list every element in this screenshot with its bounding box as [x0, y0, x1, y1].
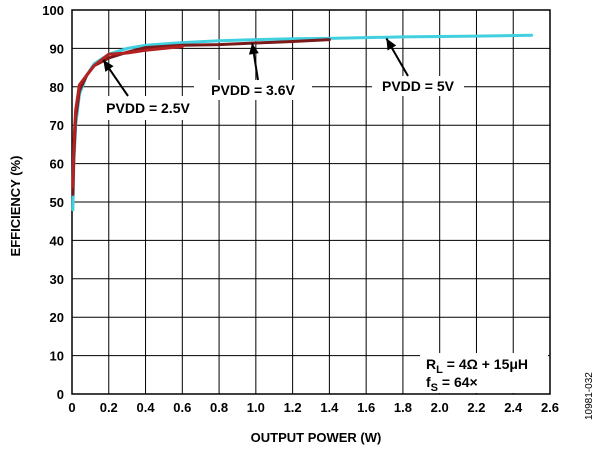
y-tick-label: 0 [57, 387, 64, 402]
x-tick-label: 0.8 [210, 400, 228, 415]
x-tick-labels: 0 0.2 0.4 0.6 0.8 1.0 1.2 1.4 1.6 1.8 2.0 2.2 2.4 2.6 [68, 400, 559, 415]
series-lines [71, 33, 534, 212]
x-tick-label: 2.4 [504, 400, 523, 415]
condition-switching-frequency: fS = 64× [426, 374, 478, 394]
x-tick-label: 0.6 [173, 400, 191, 415]
series-line-pvdd-2-5v [71, 45, 184, 189]
annotation-arrowhead [386, 38, 397, 51]
x-tick-label: 1.2 [284, 400, 302, 415]
x-axis-label: OUTPUT POWER (W) [251, 430, 382, 445]
condition-load: RL = 4Ω + 15μH [426, 356, 528, 376]
x-tick-label: 0.2 [100, 400, 118, 415]
y-tick-label: 20 [50, 310, 64, 325]
x-tick-label: 1.8 [394, 400, 412, 415]
figure-id: 10981-032 [584, 372, 595, 420]
x-tick-label: 1.4 [320, 400, 339, 415]
y-tick-label: 80 [50, 80, 64, 95]
y-tick-labels: 0 10 20 30 40 50 60 70 80 90 100 [42, 3, 64, 402]
y-tick-label: 50 [50, 195, 64, 210]
annotation-label: PVDD = 5V [382, 78, 455, 94]
series-line-pvdd-5v [71, 33, 534, 212]
x-tick-label: 2.6 [541, 400, 559, 415]
y-tick-label: 30 [50, 272, 64, 287]
annotations: PVDD = 2.5V PVDD = 3.6V PVDD = 5V [84, 37, 464, 120]
annotation-box [194, 80, 312, 100]
y-axis-label: EFFICIENCY (%) [8, 156, 23, 257]
y-tick-label: 90 [50, 41, 64, 56]
x-tick-label: 0.4 [136, 400, 155, 415]
annotation-box [84, 96, 212, 120]
annotation-label: PVDD = 3.6V [211, 82, 295, 98]
y-tick-label: 10 [50, 349, 64, 364]
y-tick-label: 100 [42, 3, 64, 18]
annotation-box [372, 76, 464, 96]
annotation-arrowhead [248, 43, 259, 55]
y-tick-label: 40 [50, 233, 64, 248]
annotation-label: PVDD = 2.5V [106, 100, 190, 116]
annotation-arrowhead [103, 59, 114, 72]
x-tick-label: 1.0 [247, 400, 265, 415]
y-tick-label: 70 [50, 118, 64, 133]
x-tick-label: 1.6 [357, 400, 375, 415]
y-tick-label: 60 [50, 157, 64, 172]
grid [71, 9, 551, 395]
x-tick-label: 2.0 [431, 400, 449, 415]
conditions-box [420, 353, 548, 393]
x-tick-label: 2.2 [467, 400, 485, 415]
x-tick-label: 0 [68, 400, 75, 415]
